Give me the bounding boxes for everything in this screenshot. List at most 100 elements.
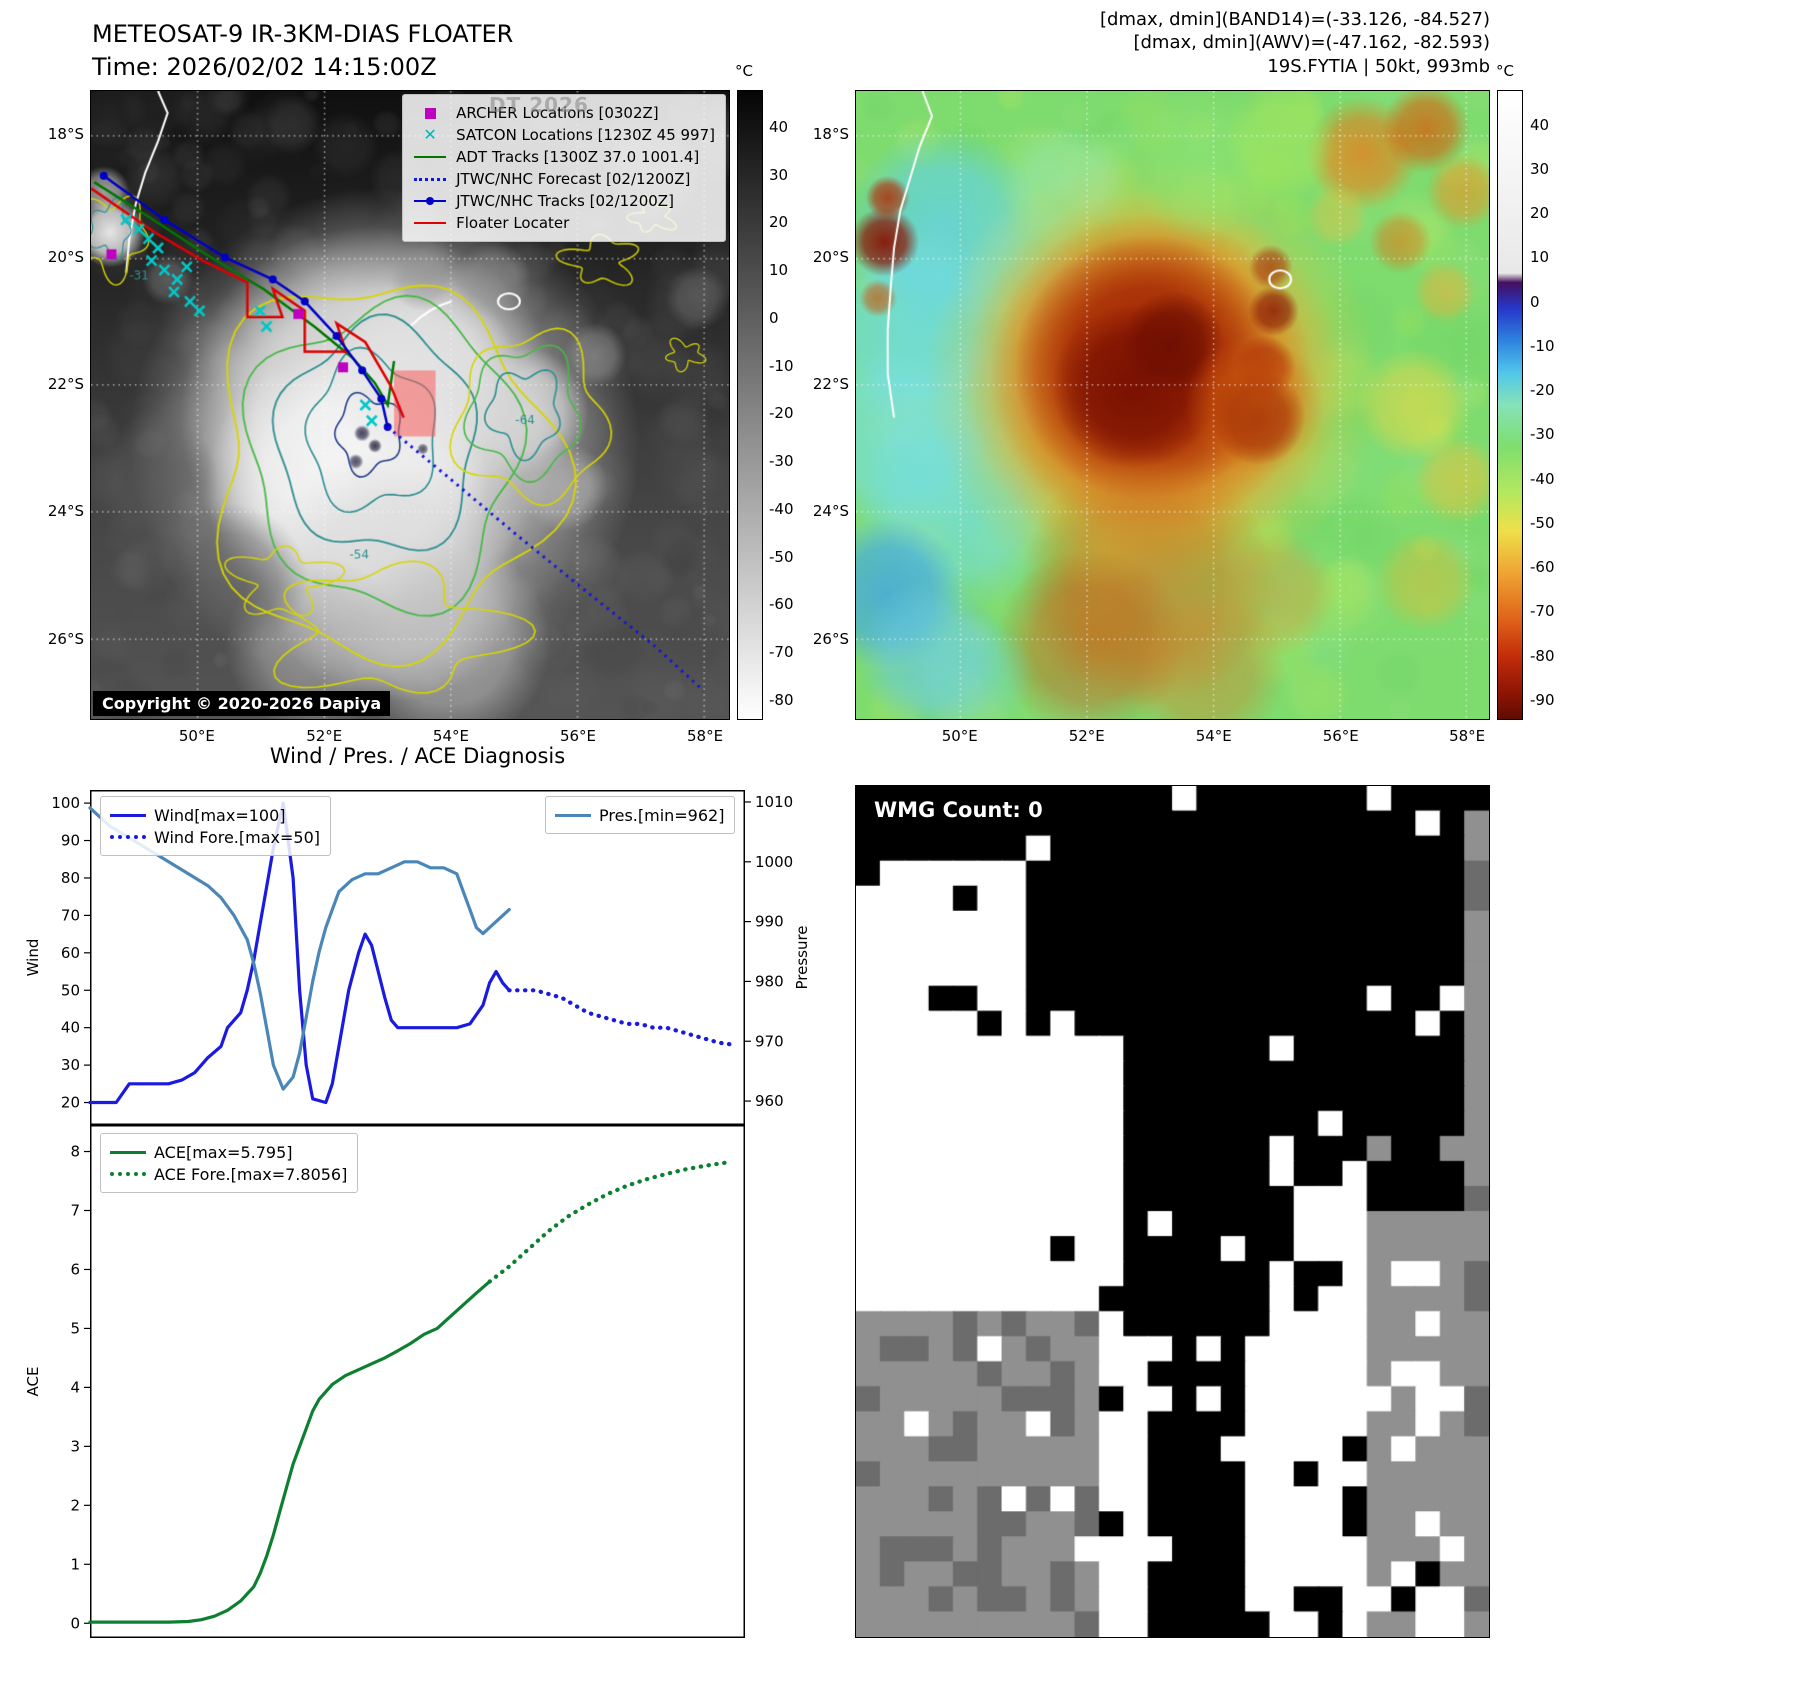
ir-colorbar-unit: °C bbox=[735, 62, 753, 80]
ir-colorbar bbox=[737, 90, 763, 720]
awv-colorbar-tick-label: -50 bbox=[1530, 513, 1555, 532]
ir-colorbar-tick-label: 20 bbox=[769, 213, 789, 232]
ir-panel-time: Time: 2026/02/02 14:15:00Z bbox=[92, 53, 437, 81]
ir-colorbar-tick-label: -30 bbox=[769, 452, 794, 471]
awv-lat-tick-label: 24°S bbox=[812, 502, 849, 521]
ir-colorbar-tick-label: -20 bbox=[769, 404, 794, 423]
ir-lat-tick-label: 26°S bbox=[47, 629, 84, 648]
ir-lat-tick-label: 18°S bbox=[47, 124, 84, 143]
ir-legend-label: JTWC/NHC Forecast [02/1200Z] bbox=[456, 170, 691, 188]
dotted-line-swatch-icon bbox=[110, 835, 146, 839]
svg-text:80: 80 bbox=[61, 869, 80, 887]
legend-item: Pres.[min=962] bbox=[555, 804, 725, 826]
awv-lat-tick-label: 22°S bbox=[812, 374, 849, 393]
ir-lon-tick-label: 54°E bbox=[432, 727, 469, 745]
awv-colorbar-tick-label: 40 bbox=[1530, 115, 1550, 134]
ir-satellite-panel: DT 2026 ARCHER Locations [0302Z] ✕ SATCON … bbox=[90, 90, 730, 720]
ir-legend-item: JTWC/NHC Tracks [02/1200Z] bbox=[413, 190, 715, 212]
svg-text:980: 980 bbox=[755, 972, 784, 990]
ir-colorbar-tick-label: 30 bbox=[769, 165, 789, 184]
ir-lon-tick-label: 52°E bbox=[306, 727, 343, 745]
awv-colorbar-tick-label: 20 bbox=[1530, 204, 1550, 223]
svg-text:5: 5 bbox=[70, 1319, 80, 1337]
watermark: DT 2026 bbox=[489, 93, 589, 117]
awv-lon-tick-label: 58°E bbox=[1449, 727, 1486, 745]
solid-line-swatch-icon bbox=[110, 813, 146, 817]
ir-panel-title: METEOSAT-9 IR-3KM-DIAS FLOATER bbox=[92, 20, 514, 48]
ir-lon-tick-label: 50°E bbox=[178, 727, 215, 745]
svg-text:1: 1 bbox=[70, 1555, 80, 1573]
svg-text:100: 100 bbox=[51, 794, 80, 812]
svg-text:70: 70 bbox=[61, 906, 80, 924]
awv-colorbar-tick-label: 30 bbox=[1530, 159, 1550, 178]
awv-lat-tick-label: 18°S bbox=[812, 124, 849, 143]
ace-chart: 0 1 2 3 4 5 6 7 8 ACE bbox=[24, 1125, 745, 1638]
svg-text:970: 970 bbox=[755, 1032, 784, 1050]
svg-text:20: 20 bbox=[61, 1094, 80, 1112]
svg-text:30: 30 bbox=[61, 1056, 80, 1074]
ir-lon-tick-label: 58°E bbox=[686, 727, 724, 745]
svg-text:6: 6 bbox=[70, 1260, 80, 1278]
ir-legend-item: ARCHER Locations [0302Z] bbox=[413, 102, 715, 124]
awv-lat-tick-label: 26°S bbox=[812, 629, 849, 648]
ir-legend-label: JTWC/NHC Tracks [02/1200Z] bbox=[456, 192, 674, 210]
legend-item: Wind Fore.[max=50] bbox=[110, 826, 320, 848]
wind-legend-label: Wind[max=100] bbox=[154, 805, 286, 825]
awv-colorbar-tick-label: -70 bbox=[1530, 602, 1555, 621]
awv-colorbar-tick-label: 0 bbox=[1530, 292, 1540, 311]
solid-line-swatch-icon bbox=[110, 1150, 146, 1154]
band14-minmax-label: [dmax, dmin](BAND14)=(-33.126, -84.527) bbox=[1100, 9, 1490, 30]
ir-colorbar-tick-label: -60 bbox=[769, 595, 794, 614]
wmg-grid-image bbox=[856, 786, 1489, 1637]
ir-colorbar-tick-label: -50 bbox=[769, 547, 794, 566]
svg-text:40: 40 bbox=[61, 1019, 80, 1037]
wmg-panel: WMG Count: 0 bbox=[855, 785, 1490, 1638]
wind-forecast-legend-label: Wind Fore.[max=50] bbox=[154, 827, 320, 847]
diagnosis-title: Wind / Pres. / ACE Diagnosis bbox=[269, 744, 566, 768]
ir-lat-tick-label: 20°S bbox=[47, 248, 84, 267]
line-dot-marker-icon bbox=[413, 196, 447, 205]
legend-item: ACE Fore.[max=7.8056] bbox=[110, 1163, 348, 1185]
pres-legend-label: Pres.[min=962] bbox=[599, 805, 725, 825]
ace-legend: ACE[max=5.795] ACE Fore.[max=7.8056] bbox=[100, 1133, 359, 1193]
line-marker-icon bbox=[413, 156, 447, 158]
svg-text:7: 7 bbox=[70, 1202, 80, 1220]
ir-lon-tick-label: 56°E bbox=[559, 727, 597, 745]
ir-legend-item: ADT Tracks [1300Z 37.0 1001.4] bbox=[413, 146, 715, 168]
legend-item: ACE[max=5.795] bbox=[110, 1141, 347, 1163]
ir-legend-label: SATCON Locations [1230Z 45 997] bbox=[456, 126, 715, 144]
square-marker-icon bbox=[413, 107, 447, 119]
dotted-line-marker-icon bbox=[413, 177, 447, 181]
awv-colorbar-unit: °C bbox=[1496, 62, 1514, 80]
ir-lat-tick-label: 22°S bbox=[47, 374, 84, 393]
wind-legend: Wind[max=100] Wind Fore.[max=50] bbox=[100, 796, 331, 856]
awv-satellite-image bbox=[856, 91, 1489, 719]
dotted-line-swatch-icon bbox=[110, 1172, 146, 1176]
awv-lon-tick-label: 54°E bbox=[1195, 727, 1232, 745]
awv-colorbar-tick-label: -90 bbox=[1530, 690, 1555, 709]
line-marker-icon bbox=[413, 222, 447, 224]
svg-text:990: 990 bbox=[755, 913, 784, 931]
awv-lat-tick-label: 20°S bbox=[812, 248, 849, 267]
svg-text:4: 4 bbox=[70, 1378, 80, 1396]
right-header: [dmax, dmin](BAND14)=(-33.126, -84.527) … bbox=[1100, 8, 1490, 78]
awv-colorbar-tick-label: -80 bbox=[1530, 646, 1555, 665]
awv-lon-tick-label: 50°E bbox=[941, 727, 978, 745]
ir-colorbar-tick-label: -70 bbox=[769, 643, 794, 662]
awv-colorbar-tick-label: -30 bbox=[1530, 425, 1555, 444]
ir-legend-item: ✕ SATCON Locations [1230Z 45 997] bbox=[413, 124, 715, 146]
awv-satellite-panel bbox=[855, 90, 1490, 720]
awv-minmax-label: [dmax, dmin](AWV)=(-47.162, -82.593) bbox=[1133, 32, 1490, 54]
ir-colorbar-tick-label: -80 bbox=[769, 690, 794, 709]
svg-text:Pressure: Pressure bbox=[793, 925, 811, 989]
ir-legend-item: JTWC/NHC Forecast [02/1200Z] bbox=[413, 168, 715, 190]
awv-lon-tick-label: 52°E bbox=[1068, 727, 1105, 745]
svg-text:ACE: ACE bbox=[24, 1367, 42, 1397]
pres-legend: Pres.[min=962] bbox=[545, 796, 736, 834]
ir-legend-label: ARCHER Locations [0302Z] bbox=[456, 104, 659, 122]
ace-forecast-legend-label: ACE Fore.[max=7.8056] bbox=[154, 1164, 348, 1184]
legend-item: Wind[max=100] bbox=[110, 804, 320, 826]
awv-colorbar-tick-label: -20 bbox=[1530, 381, 1555, 400]
awv-lon-tick-label: 56°E bbox=[1322, 727, 1359, 745]
